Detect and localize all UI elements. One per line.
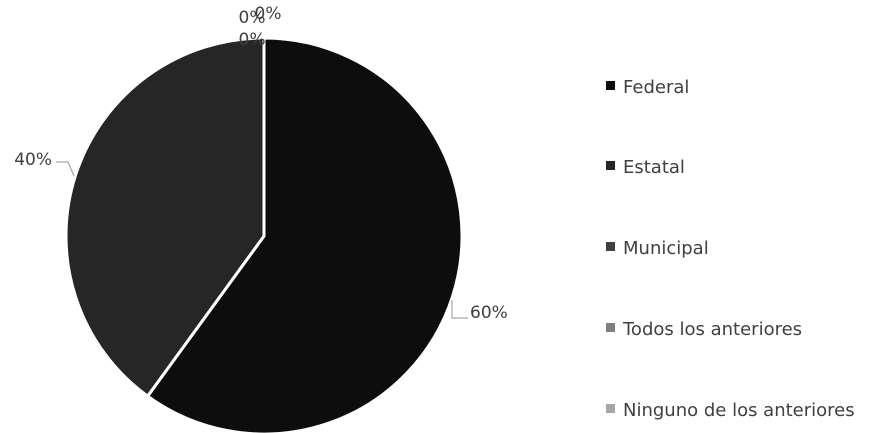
legend-swatch: [606, 404, 615, 413]
legend-item-1: Federal: [606, 77, 689, 98]
legend-label: Municipal: [623, 238, 709, 259]
data-label-3: 0%: [239, 8, 266, 28]
legend-item-4: Todos los anteriores: [606, 319, 802, 340]
pie-slice-2: [64, 36, 266, 398]
legend-label: Federal: [623, 77, 689, 98]
legend: Federal Estatal Municipal Todos los anterio…: [606, 77, 855, 421]
pie-slices: [64, 36, 464, 433]
legend-swatch: [606, 323, 615, 332]
data-label-2: 40%: [14, 150, 52, 170]
data-label-4: 0%: [255, 4, 282, 24]
legend-item-3: Municipal: [606, 238, 709, 259]
legend-label: Todos los anteriores: [622, 319, 802, 340]
data-labels: 60%40%0%0%0%: [14, 4, 508, 323]
leader-line-1: [451, 300, 468, 319]
data-label-5: 0%: [239, 30, 266, 50]
pie-slice-1: [146, 36, 464, 433]
data-label-1: 60%: [470, 303, 508, 323]
legend-swatch: [606, 242, 615, 251]
leader-lines: [56, 161, 468, 319]
legend-item-2: Estatal: [606, 157, 685, 178]
legend-item-5: Ninguno de los anteriores: [606, 400, 855, 421]
legend-label: Ninguno de los anteriores: [623, 400, 855, 421]
legend-label: Estatal: [623, 157, 685, 178]
leader-line-2: [56, 161, 75, 177]
legend-swatch: [606, 81, 615, 90]
legend-swatch: [606, 161, 615, 170]
